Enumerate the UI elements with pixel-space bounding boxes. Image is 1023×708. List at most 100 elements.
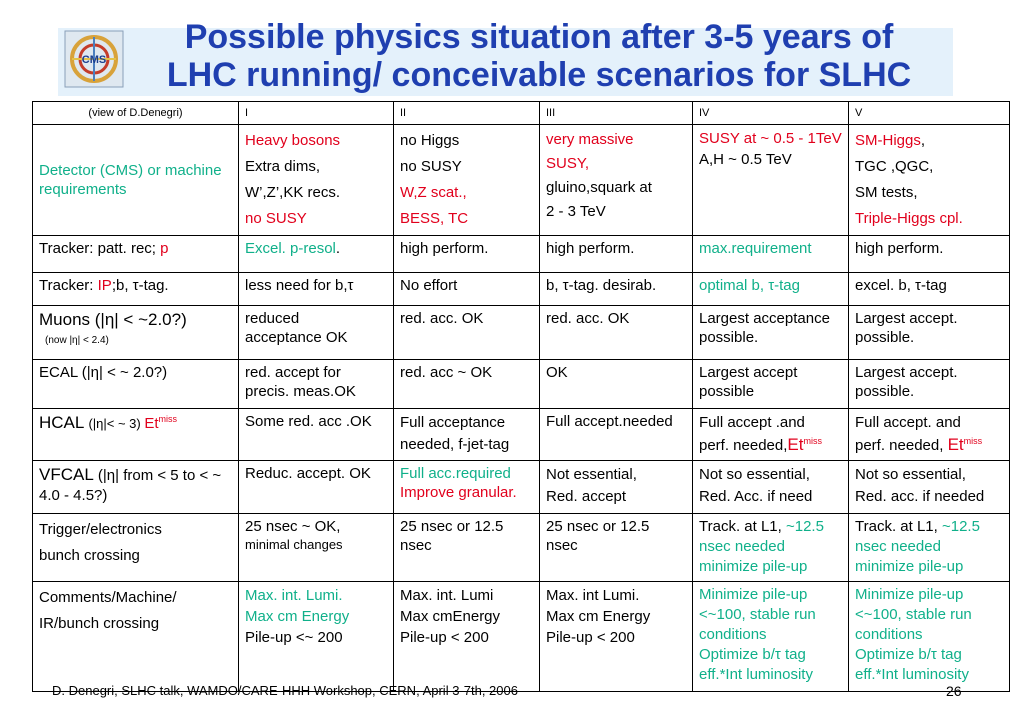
table-row-vfcal: VFCAL (|η| from < 5 to < ~ 4.0 - 4.5?) R… xyxy=(32,460,1010,514)
table-row-hcal: HCAL (|η|< ~ 3) Etmiss Some red. acc .OK… xyxy=(32,408,1010,461)
text-high-perform-2: high perform xyxy=(400,240,485,257)
text-largest-accept-5: Largest accept. xyxy=(855,310,958,327)
text-hcal: HCAL xyxy=(39,413,89,432)
cell-trigger-4: Track. at L1, ~12.5 nsec needed minimize… xyxy=(692,513,849,582)
text-bess-tc: BESS, TC xyxy=(400,210,469,227)
cell-hcal-3: Full accept.needed xyxy=(539,408,693,461)
text-2-3-tev: 2 - 3 TeV xyxy=(546,203,606,220)
text-eff-lumi-4: eff.*Int luminosity xyxy=(699,666,813,683)
cell-muons-3: red. acc. OK xyxy=(539,305,693,360)
text-nsec-a: nsec xyxy=(400,537,432,554)
cell-tracker-ip-4: optimal b, τ-tag xyxy=(692,272,849,306)
cell-vfcal-5: Not so essential, Red. acc. if needed xyxy=(848,460,1010,514)
cell-ecal-4: Largest accept possible xyxy=(692,359,849,409)
cell-muons-4: Largest acceptance possible. xyxy=(692,305,849,360)
text-high-perform-5: high perform xyxy=(855,240,940,257)
cell-ecal-2: red. acc ~ OK xyxy=(393,359,540,409)
row-label-comments: Comments/Machine/ IR/bunch crossing xyxy=(32,581,239,692)
cell-comments-3: Max. int Lumi. Max cm Energy Pile-up < 2… xyxy=(539,581,693,692)
text-possible-4: possible. xyxy=(699,329,759,346)
cell-trigger-2: 25 nsec or 12.5 nsec xyxy=(393,513,540,582)
text-stable-run-4: <~100, stable run conditions xyxy=(699,606,816,643)
text-no-susy: no SUSY xyxy=(245,210,307,227)
cell-trigger-1: 25 nsec ~ OK, minimal changes xyxy=(238,513,394,582)
row-label-vfcal: VFCAL (|η| from < 5 to < ~ 4.0 - 4.5?) xyxy=(32,460,239,514)
header-cell-scenario-2: II xyxy=(393,101,540,125)
text-vfcal-range: (|η| from < 5 to < ~ 4.0 - 4.5?) xyxy=(39,467,222,504)
text-max-int-lumi-2: Max. int. Lumi xyxy=(400,587,494,604)
text-dot-2: . xyxy=(484,240,489,257)
text-full-acceptance: Full acceptance xyxy=(400,414,506,431)
header-cell-scenario-1: I xyxy=(238,101,394,125)
text-max-cmenergy-2: Max cmEnergy xyxy=(400,608,501,625)
text-et-4: Et xyxy=(787,435,804,454)
row-label-muons: Muons (|η| < ~2.0?) (now |η| < 2.4) xyxy=(32,305,239,360)
text-25-nsec-ok: 25 nsec ~ OK, xyxy=(245,518,341,535)
table-row-comments: Comments/Machine/ IR/bunch crossing Max.… xyxy=(32,581,1010,692)
text-ir-bunch: IR/bunch crossing xyxy=(39,615,160,632)
cell-hcal-5: Full accept. and perf. needed, Etmiss xyxy=(848,408,1010,461)
row-label-tracker-ip: Tracker: IP;b, τ-tag. xyxy=(32,272,239,306)
text-25-or-12-5-b: 25 nsec or 12.5 xyxy=(546,518,650,535)
cell-vfcal-3: Not essential, Red. accept xyxy=(539,460,693,514)
cell-muons-1: reduced acceptance OK xyxy=(238,305,394,360)
table-row-tracker-ip: Tracker: IP;b, τ-tag. less need for b,τ … xyxy=(32,272,1010,306)
text-et-5: Et xyxy=(947,435,964,454)
cell-ecal-5: Largest accept. possible. xyxy=(848,359,1010,409)
text-wz-scat: W,Z scat., xyxy=(400,184,467,201)
title-band xyxy=(58,28,953,96)
text-fjet-tag: needed, f-jet-tag xyxy=(400,436,510,453)
text-heavy-bosons: Heavy bosons xyxy=(245,132,341,149)
text-high-perform-3: high perform xyxy=(546,240,631,257)
cell-detector-1: Heavy bosons Extra dims, W’,Z’,KK recs. … xyxy=(238,124,394,236)
text-minimize-pileup-5: Minimize pile-up xyxy=(855,586,964,603)
text-dot-3: . xyxy=(630,240,635,257)
cell-hcal-2: Full acceptance needed, f-jet-tag xyxy=(393,408,540,461)
scenario-table: (view of D.Denegri) I II III IV V Detect… xyxy=(32,101,1010,692)
text-no-higgs: no Higgs xyxy=(400,132,460,149)
text-muons-now: (now |η| < 2.4) xyxy=(45,335,109,346)
page-title: Possible physics situation after 3-5 yea… xyxy=(124,18,954,94)
cell-tracker-ip-2: No effort xyxy=(393,272,540,306)
table-header-row: (view of D.Denegri) I II III IV V xyxy=(32,101,1010,125)
text-red-acc-if-needed: Red. acc. if needed xyxy=(855,488,985,505)
text-trigger-electronics: Trigger/electronics xyxy=(39,521,162,538)
text-max-cm-energy-1: Max cm Energy xyxy=(245,608,350,625)
text-susy-scale: SUSY at ~ 0.5 - 1TeV xyxy=(699,130,842,147)
text-triple-higgs: Triple-Higgs cpl. xyxy=(855,210,963,227)
text-full-accept-and: Full accept .and xyxy=(699,414,805,431)
text-perf-needed-5: perf. needed, xyxy=(855,437,948,454)
text-largest-acceptance: Largest acceptance xyxy=(699,310,830,327)
title-line-2: LHC running/ conceivable scenarios for S… xyxy=(166,56,912,94)
cell-tracker-patt-4: max.requirement xyxy=(692,235,849,273)
svg-text:CMS: CMS xyxy=(82,54,106,66)
cell-hcal-4: Full accept .and perf. needed,Etmiss xyxy=(692,408,849,461)
table-row-trigger: Trigger/electronics bunch crossing 25 ns… xyxy=(32,513,1010,582)
cell-tracker-patt-2: high perform. xyxy=(393,235,540,273)
text-comma: , xyxy=(920,132,926,149)
text-nsec-b: nsec xyxy=(546,537,578,554)
text-red-acc-if-need: Red. Acc. if need xyxy=(699,488,813,505)
text-extra-dims: Extra dims, xyxy=(245,158,321,175)
text-susy: SUSY, xyxy=(546,155,590,172)
text-tracker: Tracker: xyxy=(39,277,98,294)
cell-vfcal-1: Reduc. accept. OK xyxy=(238,460,394,514)
text-comments-machine: Comments/Machine/ xyxy=(39,589,177,606)
text-miss-5: miss xyxy=(963,436,983,446)
row-label-tracker-patt: Tracker: patt. rec; p xyxy=(32,235,239,273)
cell-vfcal-2: Full acc.required Improve granular. xyxy=(393,460,540,514)
text-not-so-essential-5: Not so essential, xyxy=(855,466,966,483)
text-miss: miss xyxy=(158,414,178,424)
cell-tracker-patt-5: high perform. xyxy=(848,235,1010,273)
header-cell-scenario-5: V xyxy=(848,101,1010,125)
text-optimize-tag-5: Optimize b/τ tag xyxy=(855,646,962,663)
title-line-1: Possible physics situation after 3-5 yea… xyxy=(184,18,894,56)
cell-tracker-ip-5: excel. b, τ-tag xyxy=(848,272,1010,306)
header-cell-scenario-3: III xyxy=(539,101,693,125)
text-precis-meas: precis. meas.OK xyxy=(245,383,356,400)
text-not-so-essential-4: Not so essential, xyxy=(699,466,810,483)
text-very-massive: very massive xyxy=(546,131,634,148)
cell-trigger-5: Track. at L1, ~12.5 nsec needed minimize… xyxy=(848,513,1010,582)
text-full-accept-and-5: Full accept. and xyxy=(855,414,961,431)
text-12-5-needed-4: ~12.5 nsec needed xyxy=(699,518,824,555)
